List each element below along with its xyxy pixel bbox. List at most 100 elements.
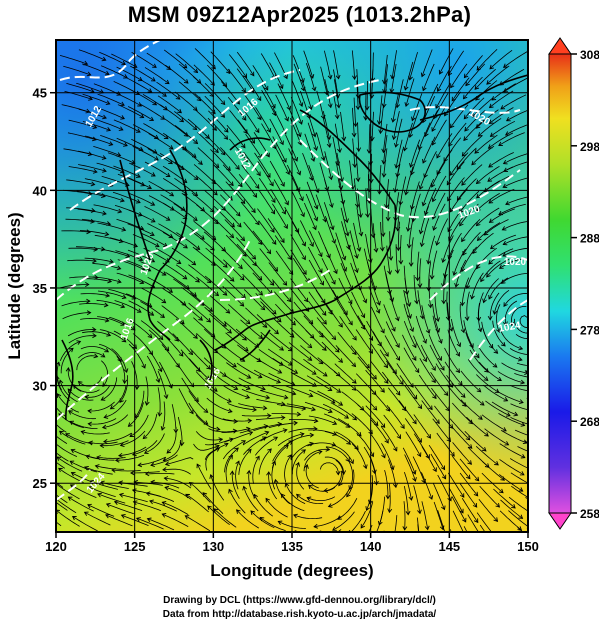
streamline-arrow bbox=[192, 125, 198, 131]
streamline-arrow bbox=[461, 151, 467, 157]
streamline bbox=[176, 232, 200, 250]
streamline-arrow bbox=[337, 148, 342, 153]
streamline bbox=[81, 218, 111, 225]
streamline bbox=[63, 65, 91, 76]
streamline bbox=[421, 446, 437, 472]
streamline-arrow bbox=[252, 261, 257, 267]
streamline bbox=[478, 118, 502, 137]
streamline bbox=[255, 107, 271, 133]
streamline-arrow bbox=[475, 221, 481, 227]
colorbar-tick-label: 298 bbox=[580, 140, 599, 154]
streamline bbox=[56, 423, 67, 433]
streamline bbox=[225, 431, 253, 443]
streamline-arrow bbox=[114, 457, 120, 463]
streamline-arrow bbox=[265, 394, 271, 400]
streamline bbox=[272, 136, 287, 163]
streamline-arrow bbox=[192, 216, 198, 221]
streamline-arrow bbox=[482, 298, 487, 304]
streamline-arrow bbox=[116, 278, 122, 284]
streamline bbox=[459, 483, 478, 508]
streamline-arrow bbox=[113, 500, 119, 505]
streamline-arrow bbox=[202, 492, 208, 497]
streamline-arrow bbox=[141, 364, 146, 369]
streamline bbox=[305, 464, 319, 489]
streamline-arrow bbox=[119, 442, 125, 448]
streamline-arrow bbox=[234, 447, 239, 453]
streamline bbox=[489, 49, 513, 70]
streamline bbox=[498, 413, 525, 426]
streamline bbox=[508, 496, 528, 512]
streamline-arrow bbox=[296, 170, 302, 176]
streamline bbox=[493, 488, 516, 509]
streamline-arrow bbox=[441, 474, 447, 480]
streamline bbox=[503, 153, 528, 164]
streamline-arrow bbox=[313, 146, 319, 152]
streamline bbox=[56, 406, 66, 417]
streamline-arrow bbox=[246, 374, 252, 379]
streamline-arrow bbox=[539, 333, 543, 337]
streamline bbox=[370, 419, 389, 444]
streamline bbox=[222, 164, 243, 187]
streamline bbox=[290, 288, 310, 312]
streamline bbox=[413, 414, 431, 439]
streamline bbox=[500, 94, 527, 110]
streamline bbox=[451, 426, 473, 449]
streamline bbox=[96, 192, 125, 202]
streamline bbox=[68, 335, 97, 344]
streamline bbox=[126, 77, 152, 93]
streamline bbox=[255, 417, 285, 421]
streamline-arrow bbox=[260, 386, 266, 391]
streamline bbox=[260, 53, 276, 79]
streamline bbox=[269, 160, 285, 187]
streamline-arrow bbox=[488, 218, 494, 223]
streamline-arrow bbox=[365, 506, 370, 512]
streamline-arrow bbox=[459, 221, 464, 227]
streamline bbox=[398, 400, 417, 424]
streamline bbox=[418, 374, 437, 399]
streamline bbox=[519, 315, 528, 329]
streamline-arrow bbox=[251, 255, 257, 260]
streamline bbox=[258, 448, 272, 475]
streamline-arrow bbox=[447, 196, 452, 202]
streamline-arrow bbox=[500, 279, 506, 284]
streamline bbox=[110, 385, 127, 410]
streamline-arrow bbox=[270, 209, 276, 215]
streamline bbox=[180, 349, 201, 372]
streamline-arrow bbox=[414, 299, 419, 305]
streamline-arrow bbox=[100, 353, 106, 358]
streamline bbox=[188, 264, 212, 284]
streamline-arrow bbox=[283, 224, 288, 230]
streamline-arrow bbox=[435, 240, 440, 246]
streamline bbox=[355, 329, 373, 354]
streamline bbox=[503, 236, 528, 245]
streamline-arrow bbox=[486, 80, 491, 85]
streamline-arrow bbox=[271, 74, 277, 80]
streamline-arrow bbox=[132, 500, 138, 506]
streamline-arrow bbox=[488, 294, 493, 300]
streamline-arrow bbox=[218, 437, 224, 443]
streamline bbox=[385, 273, 394, 302]
streamline bbox=[151, 481, 180, 489]
streamline-arrow bbox=[518, 399, 524, 405]
streamline bbox=[144, 67, 170, 84]
streamline-arrow bbox=[539, 376, 543, 380]
streamline bbox=[281, 493, 305, 511]
streamline bbox=[365, 405, 386, 428]
streamline bbox=[514, 373, 528, 378]
streamline-arrow bbox=[448, 326, 454, 332]
streamline-arrow bbox=[293, 156, 299, 162]
streamline bbox=[315, 289, 333, 315]
streamline bbox=[109, 316, 136, 331]
streamline bbox=[144, 433, 165, 454]
streamline bbox=[191, 231, 215, 251]
streamline bbox=[324, 151, 332, 180]
streamline bbox=[337, 418, 362, 437]
streamline bbox=[85, 385, 111, 398]
streamline bbox=[68, 410, 97, 420]
streamline bbox=[385, 360, 404, 385]
streamline-arrow bbox=[196, 463, 201, 469]
streamline-arrow bbox=[108, 141, 114, 146]
streamline-arrow bbox=[70, 471, 76, 477]
streamline bbox=[459, 458, 479, 481]
